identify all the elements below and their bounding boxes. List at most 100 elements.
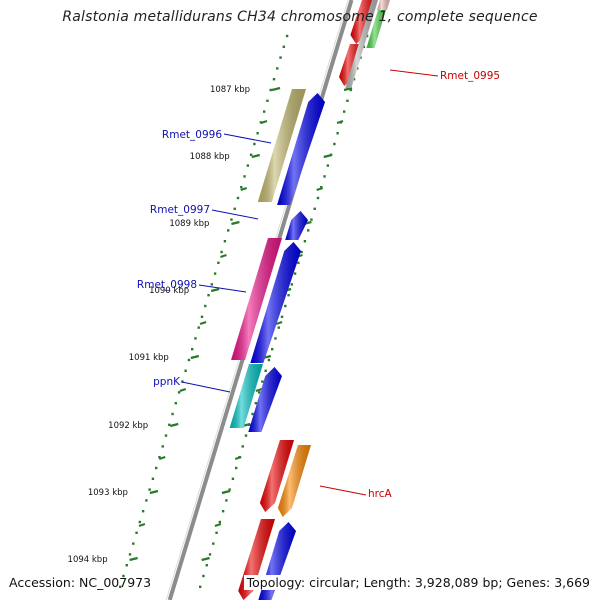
inner-ring-dot [262,110,266,113]
kbp-label: 1089 kbp [169,219,209,229]
inner-ring-dot [230,218,233,221]
outer-ring-dot [293,272,297,275]
inner-ring-dot [161,445,164,448]
gene-green-top-shade [366,0,389,48]
outer-ring-dot [310,218,313,221]
outer-ring-dot [306,229,310,232]
inner-ring-dot [276,67,279,70]
inner-ring-dot [138,520,142,524]
inner-ring-dot [279,56,282,59]
gene-label: hrcA [368,488,393,500]
kbp-tick-inner [190,354,200,360]
inner-ring-dot [207,294,210,297]
kbp-tick-outer [323,153,332,159]
outer-ring-dot [198,585,202,588]
inner-ring-dot [164,434,168,437]
inner-ring-dot [256,132,259,135]
leader-rmet_0997 [211,209,259,220]
outer-ring-dot [215,531,218,534]
outer-ring-dot [326,164,330,167]
outer-ring-dot [336,132,339,135]
inner-ring-dot [210,283,214,286]
minor-tick-outer [336,120,344,124]
outer-ring-dot [342,110,346,113]
gene-label: Rmet_0997 [150,204,210,216]
outer-ring-dot [274,337,277,340]
outer-ring-dot [349,88,352,92]
outer-ring-dot [297,261,300,264]
gene-pale-top-shade [376,0,390,10]
outer-ring-dot [261,380,264,383]
inner-ring-dot [217,261,220,264]
inner-ring-dot [226,229,230,232]
inner-ring-dot [213,272,217,275]
inner-ring-dot [184,369,187,372]
minor-tick-outer [214,523,222,527]
kbp-label: 1094 kbp [68,555,108,565]
tick-dots [118,34,369,588]
leader-hrca [319,485,367,496]
outer-ring-dot [254,402,258,405]
inner-ring-dot [148,488,151,491]
kbp-label: 1088 kbp [190,152,230,162]
outer-ring-dot [287,294,290,297]
outer-ring-dot [212,542,215,545]
inner-ring-dot [158,456,161,459]
inner-ring-dot [118,585,122,588]
gene-blue-1-shade [277,93,325,205]
inner-ring-dot [246,164,250,167]
topology-text: Topology: circular; Length: 3,928,089 bp… [243,575,590,590]
minor-tick-inner [260,120,268,124]
gene-label: ppnK [153,376,181,388]
outer-ring-dot [316,196,320,200]
inner-ring-dot [154,466,158,470]
inner-ring-dot [204,304,207,308]
outer-ring-dot [333,142,336,146]
inner-ring-dot [141,510,145,513]
kbp-tick-inner [271,86,281,92]
outer-ring-dot [228,488,231,491]
outer-ring-dot [270,348,274,351]
outer-ring-dot [277,326,280,329]
kbp-tick-inner [231,220,240,226]
inner-ring-dot [128,553,132,556]
outer-ring-dot [208,553,212,556]
minor-tick-inner [179,388,187,392]
outer-ring-dot [346,99,349,102]
minor-tick-inner [220,254,227,258]
gene-features [229,0,390,600]
kbp-tick-outer [221,489,231,495]
outer-ring-dot [280,315,284,318]
inner-ring-dot [145,499,148,502]
outer-ring-dot [205,564,208,567]
inner-ring-dot [233,207,236,210]
kbp-label: 1087 kbp [210,85,250,95]
kbp-label: 1093 kbp [88,488,128,498]
kbp-label: 1091 kbp [129,353,169,363]
gene-blue-3-shade [248,367,282,432]
outer-ring-dot [284,304,287,308]
leader-rmet_0995 [389,69,439,77]
outer-ring-dot [221,510,225,513]
outer-ring-dot [313,207,316,210]
gene-rmet-0998-shade [231,238,282,360]
outer-ring-dot [323,175,326,178]
minor-tick-inner [138,523,146,527]
text-labels: 1087 kbp 1088 kbp 1089 kbp 1090 kbp 1091 kbp… [68,70,501,565]
outer-ring-dot [241,445,244,448]
inner-ring-dot [135,531,138,534]
minor-tick-inner [158,456,166,460]
inner-ring-dot [223,240,227,243]
gene-ppnk-shade [229,364,263,428]
outer-ring-dot [231,477,235,480]
gene-hrca-shade [277,445,311,517]
gene-label: Rmet_0998 [137,279,197,291]
tick-marks [129,86,353,562]
outer-ring-dot [290,283,294,286]
inner-ring-dot [197,326,200,329]
inner-ring-dot [272,78,276,81]
kbp-tick-inner [129,556,138,562]
inner-ring-dot [240,186,243,189]
outer-ring-dot [218,520,222,524]
leader-ppnk [181,381,231,393]
